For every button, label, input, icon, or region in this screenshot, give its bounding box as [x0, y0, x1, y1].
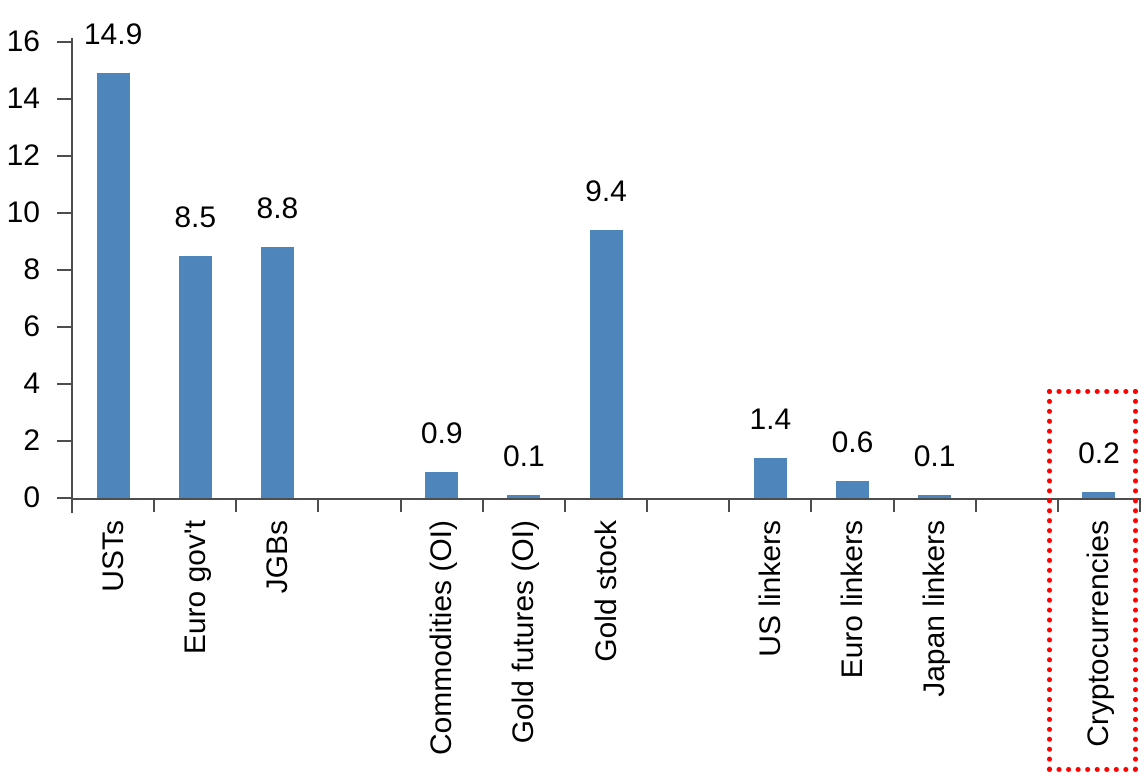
y-tick-mark-4: [57, 383, 72, 385]
x-category-label-text: Gold stock: [589, 520, 623, 662]
value-label-euro-gov-t: 8.5: [174, 200, 217, 234]
y-tick-mark-6: [57, 326, 72, 328]
bar-us-linkers: [753, 458, 787, 498]
x-tick-mark-1: [153, 500, 156, 512]
x-tick-mark-10: [892, 500, 895, 512]
value-label-usts: 14.9: [83, 18, 143, 52]
y-tick-label-16: 16: [6, 25, 40, 58]
x-tick-mark-12: [1056, 500, 1059, 512]
value-label-commodities-oi: 0.9: [420, 417, 463, 451]
y-tick-mark-0: [57, 497, 72, 499]
bar-gold-futures-oi: [507, 495, 541, 498]
bar-jgbs: [260, 247, 294, 498]
x-category-label-commodities-oi: Commodities (OI): [401, 520, 483, 778]
x-tick-mark-5: [481, 500, 484, 512]
x-tick-mark-2: [235, 500, 238, 512]
x-category-label-text: Euro linkers: [835, 520, 869, 679]
x-category-label-text: US linkers: [753, 520, 787, 657]
x-tick-mark-6: [563, 500, 566, 512]
bar-cryptocurrencies: [1082, 492, 1116, 498]
y-axis-line: [71, 38, 73, 513]
x-category-label-euro-linkers: Euro linkers: [811, 520, 893, 778]
x-category-label-us-linkers: US linkers: [729, 520, 811, 778]
y-tick-mark-10: [57, 212, 72, 214]
value-label-euro-linkers: 0.6: [831, 425, 874, 459]
value-label-us-linkers: 1.4: [749, 403, 792, 437]
y-tick-label-14: 14: [6, 82, 40, 115]
x-category-label-jgbs: JGBs: [236, 520, 318, 778]
x-category-label-gold-futures-oi: Gold futures (OI): [483, 520, 565, 778]
y-tick-label-2: 2: [23, 424, 40, 457]
y-tick-label-4: 4: [23, 367, 40, 400]
y-tick-label-0: 0: [23, 481, 40, 514]
bar-euro-linkers: [835, 480, 869, 498]
x-category-label-euro-gov-t: Euro gov't: [154, 520, 236, 778]
bar-commodities-oi: [425, 472, 459, 498]
x-tick-mark-9: [810, 500, 813, 512]
value-label-gold-futures-oi: 0.1: [502, 440, 545, 474]
x-category-label-japan-linkers: Japan linkers: [894, 520, 976, 778]
value-label-gold-stock: 9.4: [585, 175, 627, 209]
x-category-label-text: JGBs: [260, 520, 294, 594]
bar-japan-linkers: [918, 495, 952, 498]
y-tick-mark-2: [57, 440, 72, 442]
x-tick-mark-13: [1139, 500, 1141, 512]
y-tick-mark-12: [57, 155, 72, 157]
x-axis-line: [72, 498, 1141, 500]
value-label-jgbs: 8.8: [256, 192, 299, 226]
y-tick-mark-16: [57, 41, 72, 43]
highlight-box: [1047, 389, 1138, 772]
y-tick-label-12: 12: [6, 139, 40, 172]
x-category-label-text: Gold futures (OI): [507, 520, 541, 744]
x-category-label-text: Commodities (OI): [425, 520, 459, 756]
x-tick-mark-4: [399, 500, 402, 512]
y-tick-label-10: 10: [6, 196, 40, 229]
y-tick-label-6: 6: [23, 310, 40, 343]
y-tick-mark-8: [57, 269, 72, 271]
value-label-cryptocurrencies: 0.2: [1078, 437, 1120, 471]
x-category-label-gold-stock: Gold stock: [565, 520, 647, 778]
x-tick-mark-11: [974, 500, 977, 512]
x-category-label-text: Euro gov't: [178, 520, 212, 655]
bar-gold-stock: [589, 230, 623, 498]
x-category-label-text: USTs: [96, 520, 130, 592]
x-category-label-text: Japan linkers: [918, 520, 952, 697]
x-tick-mark-3: [317, 500, 320, 512]
x-tick-mark-7: [646, 500, 649, 512]
x-category-label-usts: USTs: [72, 520, 154, 778]
value-label-japan-linkers: 0.1: [913, 440, 956, 474]
y-tick-mark-14: [57, 98, 72, 100]
y-tick-label-8: 8: [23, 253, 40, 286]
bar-euro-gov-t: [178, 255, 212, 498]
x-tick-mark-0: [71, 500, 73, 512]
bar-usts: [96, 73, 130, 498]
x-tick-mark-8: [728, 500, 731, 512]
